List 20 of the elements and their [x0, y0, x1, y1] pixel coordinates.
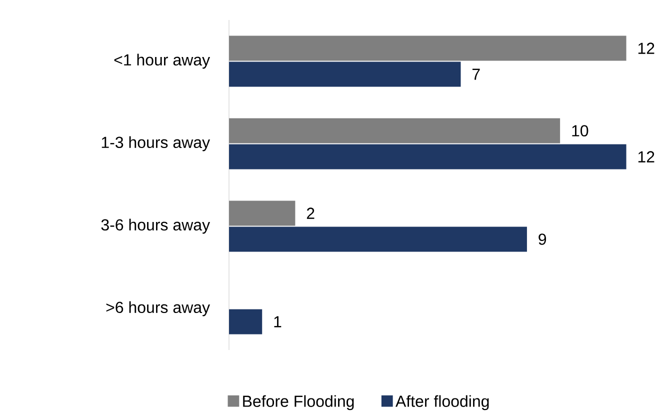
- legend-label: After flooding: [396, 395, 489, 410]
- data-label: 10: [572, 125, 588, 136]
- data-label: 12: [638, 42, 654, 54]
- data-label: 7: [472, 68, 480, 80]
- y-tick-label: 1-3 hours away: [102, 136, 210, 152]
- bar: [229, 144, 626, 170]
- bar: [229, 309, 262, 334]
- bar: [229, 62, 461, 87]
- data-label: 2: [306, 208, 314, 219]
- y-tick-label: >6 hours away: [106, 301, 210, 316]
- y-tick-label: 3-6 hours away: [101, 218, 210, 234]
- legend-label: Before Flooding: [243, 395, 354, 410]
- bar: [229, 118, 560, 144]
- data-label: 9: [538, 234, 546, 245]
- y-tick-label: <1 hour away: [114, 54, 210, 69]
- bar: [229, 36, 626, 61]
- data-label: 1: [274, 316, 282, 328]
- bar: [229, 226, 527, 252]
- data-label: 12: [638, 151, 654, 162]
- bar: [229, 200, 296, 226]
